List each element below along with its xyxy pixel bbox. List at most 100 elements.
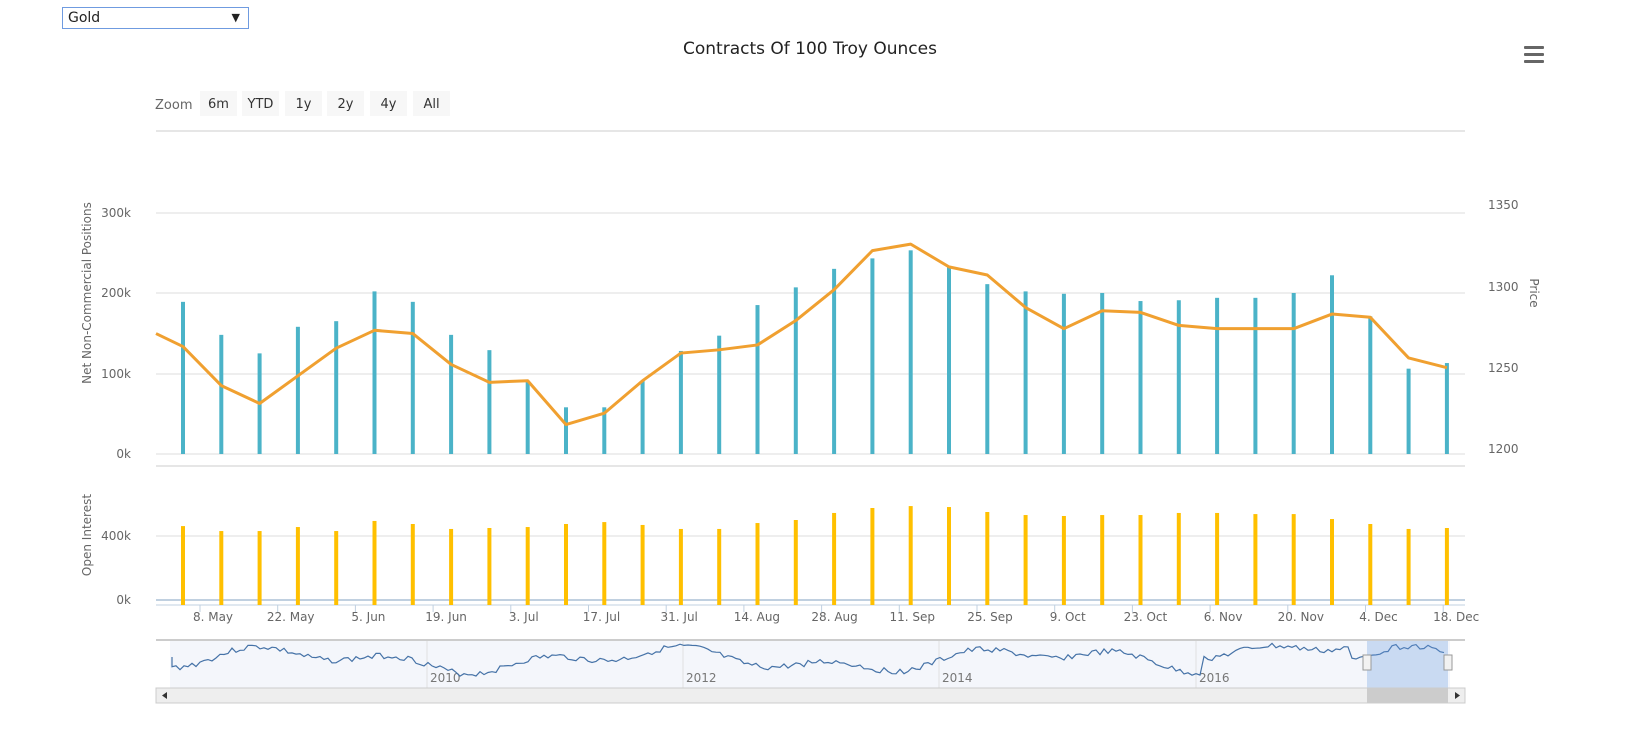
open-interest-bar[interactable] bbox=[1176, 512, 1181, 605]
open-interest-bar[interactable] bbox=[525, 527, 530, 605]
open-interest-bar[interactable] bbox=[602, 522, 607, 605]
open-interest-bar[interactable] bbox=[1215, 512, 1220, 605]
open-interest-bar[interactable] bbox=[257, 531, 262, 605]
position-bar[interactable] bbox=[947, 266, 951, 454]
position-bar[interactable] bbox=[1253, 297, 1258, 454]
position-bar[interactable] bbox=[449, 334, 454, 454]
x-tick-label: 5. Jun bbox=[351, 610, 385, 624]
zoom-label: Zoom bbox=[155, 98, 192, 113]
scrollbar-thumb[interactable] bbox=[1367, 688, 1448, 703]
position-bar[interactable] bbox=[870, 258, 875, 454]
position-bar[interactable] bbox=[1138, 301, 1143, 454]
open-interest-bar[interactable] bbox=[181, 526, 185, 605]
scroll-left-icon[interactable] bbox=[162, 692, 167, 699]
navigator-range[interactable] bbox=[1367, 641, 1448, 688]
zoom-button-ytd[interactable]: YTD bbox=[242, 91, 279, 116]
scroll-right-icon[interactable] bbox=[1455, 692, 1460, 699]
scrollbar[interactable] bbox=[155, 687, 1466, 704]
position-bar[interactable] bbox=[1330, 275, 1334, 454]
open-interest-bar[interactable] bbox=[1291, 514, 1296, 605]
zoom-button-6m[interactable]: 6m bbox=[200, 91, 237, 116]
position-bar[interactable] bbox=[372, 291, 377, 454]
open-interest-bar[interactable] bbox=[640, 524, 645, 605]
position-bar[interactable] bbox=[525, 380, 530, 454]
open-interest-bar[interactable] bbox=[908, 506, 913, 605]
position-bar[interactable] bbox=[181, 301, 185, 454]
navigator-handle[interactable] bbox=[1443, 654, 1453, 671]
navigator-year-label: 2012 bbox=[686, 671, 717, 685]
open-interest-bar[interactable] bbox=[1330, 519, 1334, 605]
chart-title: Contracts Of 100 Troy Ounces bbox=[683, 39, 937, 59]
x-tick-label: 9. Oct bbox=[1050, 610, 1086, 624]
open-interest-bar[interactable] bbox=[1368, 524, 1373, 605]
open-interest-bar[interactable] bbox=[410, 524, 415, 605]
zoom-button-4y[interactable]: 4y bbox=[370, 91, 407, 116]
commodity-select[interactable]: Gold ▼ bbox=[62, 7, 249, 29]
open-interest-bar[interactable] bbox=[487, 528, 492, 605]
right-y-tick-label: 1200 bbox=[1488, 442, 1519, 456]
open-interest-bar[interactable] bbox=[755, 523, 760, 605]
position-bar[interactable] bbox=[793, 287, 798, 454]
position-bar[interactable] bbox=[1406, 368, 1411, 454]
zoom-button-2y[interactable]: 2y bbox=[327, 91, 364, 116]
position-bar[interactable] bbox=[1291, 293, 1296, 454]
position-bar[interactable] bbox=[832, 268, 837, 454]
open-interest-bar[interactable] bbox=[1406, 528, 1411, 605]
position-bar[interactable] bbox=[1215, 297, 1220, 454]
zoom-button-label: 6m bbox=[208, 97, 229, 112]
position-bar[interactable] bbox=[1176, 300, 1181, 454]
position-bar[interactable] bbox=[1023, 291, 1028, 454]
position-bar[interactable] bbox=[602, 407, 607, 454]
open-interest-bar[interactable] bbox=[985, 512, 990, 605]
zoom-button-all[interactable]: All bbox=[413, 91, 450, 116]
open-interest-bar[interactable] bbox=[793, 520, 798, 605]
left-axis-title: Net Non-Commercial Positions bbox=[80, 202, 94, 384]
navigator-year-label: 2014 bbox=[942, 671, 973, 685]
x-tick-label: 3. Jul bbox=[509, 610, 539, 624]
x-tick-label: 23. Oct bbox=[1124, 610, 1168, 624]
open-interest-bar[interactable] bbox=[678, 528, 683, 605]
open-interest-bar[interactable] bbox=[1100, 515, 1105, 605]
open-interest-bar[interactable] bbox=[1023, 515, 1028, 605]
position-bar[interactable] bbox=[564, 407, 568, 454]
position-bar[interactable] bbox=[1368, 316, 1373, 454]
position-bar[interactable] bbox=[640, 380, 645, 454]
position-bar[interactable] bbox=[755, 305, 760, 454]
open-interest-bar[interactable] bbox=[832, 512, 837, 605]
position-bar[interactable] bbox=[219, 334, 224, 454]
zoom-button-1y[interactable]: 1y bbox=[285, 91, 322, 116]
position-bar[interactable] bbox=[985, 284, 990, 454]
position-bar[interactable] bbox=[1100, 293, 1105, 454]
chevron-down-icon: ▼ bbox=[231, 11, 240, 24]
open-interest-bar[interactable] bbox=[1138, 515, 1143, 605]
x-tick-label: 25. Sep bbox=[967, 610, 1013, 624]
open-interest-bar[interactable] bbox=[1444, 528, 1449, 605]
zoom-button-label: 1y bbox=[296, 97, 312, 112]
position-bar[interactable] bbox=[1061, 293, 1066, 454]
open-interest-bar[interactable] bbox=[947, 507, 951, 605]
right-y-tick-label: 1250 bbox=[1488, 361, 1519, 375]
position-bar[interactable] bbox=[410, 301, 415, 454]
x-tick-label: 18. Dec bbox=[1433, 610, 1479, 624]
position-bar[interactable] bbox=[678, 350, 683, 454]
navigator[interactable]: 2010 2012 2014 2016 bbox=[156, 639, 1465, 688]
open-interest-bar[interactable] bbox=[1253, 514, 1258, 605]
open-interest-bar[interactable] bbox=[449, 528, 454, 605]
open-interest-bar[interactable] bbox=[717, 528, 722, 605]
position-bar[interactable] bbox=[295, 326, 300, 454]
open-interest-bar[interactable] bbox=[219, 531, 224, 605]
position-bar[interactable] bbox=[717, 335, 722, 454]
open-interest-bar[interactable] bbox=[372, 520, 377, 605]
position-bar[interactable] bbox=[487, 350, 492, 454]
open-interest-bar[interactable] bbox=[334, 531, 339, 605]
position-bar[interactable] bbox=[908, 250, 913, 454]
position-bar[interactable] bbox=[334, 321, 339, 454]
navigator-handle[interactable] bbox=[1362, 654, 1372, 671]
open-interest-bar[interactable] bbox=[564, 524, 568, 605]
open-interest-bar[interactable] bbox=[295, 527, 300, 605]
open-interest-bar[interactable] bbox=[870, 508, 875, 605]
navigator-series bbox=[171, 642, 1445, 677]
hamburger-icon[interactable] bbox=[1524, 46, 1544, 63]
open-interest-bar[interactable] bbox=[1061, 516, 1066, 605]
position-bar[interactable] bbox=[1444, 363, 1449, 454]
